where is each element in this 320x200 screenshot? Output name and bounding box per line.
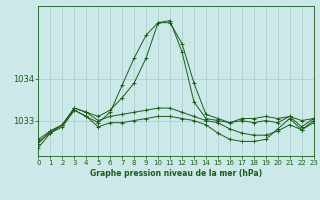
X-axis label: Graphe pression niveau de la mer (hPa): Graphe pression niveau de la mer (hPa) bbox=[90, 169, 262, 178]
